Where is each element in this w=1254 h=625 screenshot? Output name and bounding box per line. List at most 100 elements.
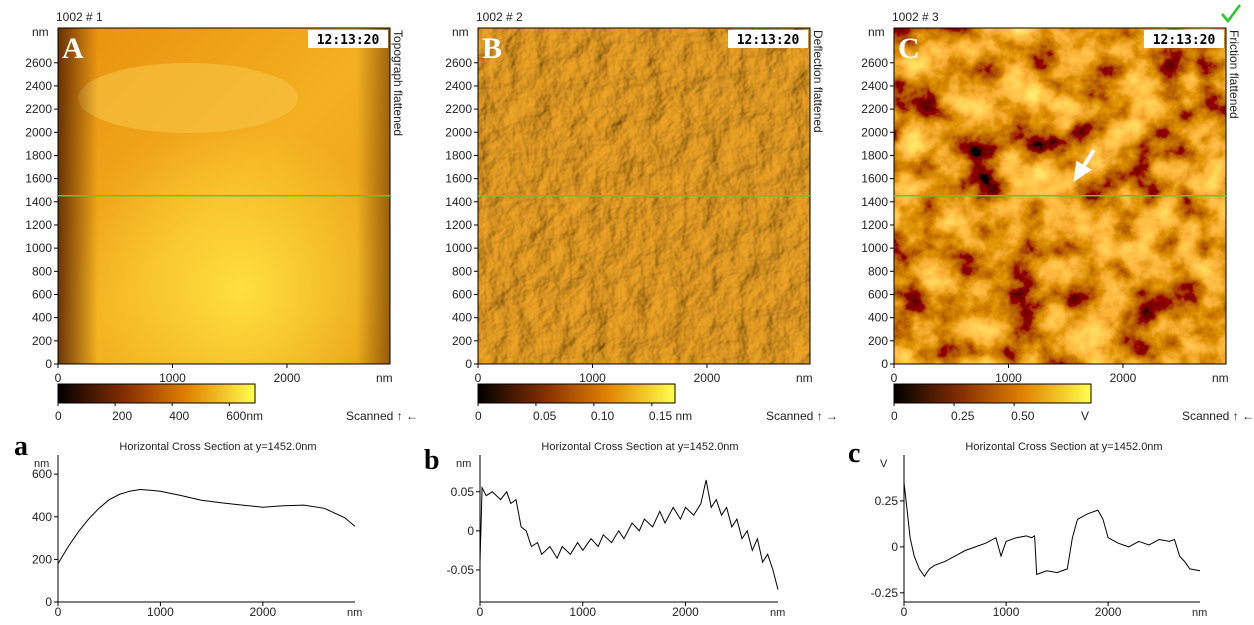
y-unit: nm	[34, 458, 49, 470]
colorbar-tick-label: 0.10	[591, 409, 615, 423]
x-tick-label: 1000	[147, 605, 174, 619]
channel-label: Topograph flattened	[391, 30, 405, 136]
y-tick-label: 2400	[445, 79, 472, 93]
chart-letter: c	[848, 438, 860, 469]
cross-section-line	[903, 482, 1201, 578]
cross-section-line	[57, 488, 356, 564]
y-tick-label: 1800	[861, 148, 888, 162]
colorbar-tick-label: 0	[475, 409, 482, 423]
colorbar-tick-label: 0.50	[1011, 409, 1035, 423]
y-tick-label: 2200	[861, 102, 888, 116]
y-tick-label: 0	[891, 540, 898, 554]
colorbar	[57, 383, 256, 404]
cross-section-line	[479, 479, 779, 590]
y-tick-label: 2000	[445, 125, 472, 139]
colorbar-tick-label: 400	[169, 409, 189, 423]
y-tick-label: 1200	[25, 218, 52, 232]
colorbar-tick-label: 0	[55, 409, 62, 423]
y-tick-label: 600	[32, 467, 52, 481]
x-tick-label: 1000	[995, 371, 1022, 385]
panel-letter: A	[62, 32, 84, 65]
colorbar-tick-label: 600nm	[226, 409, 263, 423]
y-tick-label: 1400	[445, 195, 472, 209]
y-unit: nm	[456, 458, 471, 470]
channel-label: Friction flattened	[1227, 30, 1241, 119]
colorbar-unit: V	[1081, 409, 1089, 423]
y-unit: nm	[452, 25, 469, 39]
y-tick-label: 0	[45, 595, 52, 609]
y-tick-label: 1600	[25, 172, 52, 186]
y-tick-label: -0.25	[871, 586, 899, 600]
timestamp: 12:13:20	[737, 33, 800, 48]
y-tick-label: 1200	[445, 218, 472, 232]
y-tick-label: 2400	[861, 79, 888, 93]
y-tick-label: 600	[868, 287, 888, 301]
y-tick-label: 1000	[25, 241, 52, 255]
y-tick-label: 1600	[445, 172, 472, 186]
x-tick-label: 2000	[694, 371, 721, 385]
scan-direction: Scanned ↑ ←	[1182, 409, 1254, 423]
y-tick-label: 200	[32, 334, 52, 348]
y-tick-label: 2200	[25, 102, 52, 116]
y-unit: nm	[868, 25, 885, 39]
y-tick-label: 0.05	[451, 485, 475, 499]
x-tick-label: 2000	[249, 605, 276, 619]
x-tick-label: 2000	[1110, 371, 1137, 385]
y-tick-label: 1600	[861, 172, 888, 186]
scan-direction: Scanned ↑ ←	[346, 409, 418, 423]
x-tick-label: 1000	[579, 371, 606, 385]
image-id: 1002 # 2	[476, 10, 523, 24]
y-tick-label: 2600	[445, 56, 472, 70]
y-tick-label: 800	[452, 264, 472, 278]
y-tick-label: 2600	[861, 56, 888, 70]
image-id: 1002 # 3	[892, 10, 939, 24]
y-tick-label: 400	[868, 311, 888, 325]
image-id: 1002 # 1	[56, 10, 103, 24]
y-tick-label: 1400	[25, 195, 52, 209]
y-tick-label: 400	[32, 510, 52, 524]
y-tick-label: 0	[881, 357, 888, 371]
x-unit: nm	[1212, 371, 1229, 385]
x-tick-label: 2000	[274, 371, 301, 385]
y-tick-label: 0.25	[875, 494, 899, 508]
x-tick-label: 0	[477, 605, 484, 619]
colorbar	[477, 383, 676, 404]
y-tick-label: 200	[32, 552, 52, 566]
chart-title: Horizontal Cross Section at y=1452.0nm	[119, 441, 316, 453]
timestamp-box	[728, 30, 808, 48]
colorbar-tick-label: 200	[112, 409, 132, 423]
colorbar-tick-label: 0.25	[951, 409, 975, 423]
timestamp-box	[1144, 30, 1224, 48]
panel-letter: C	[898, 32, 920, 65]
y-tick-label: 0	[45, 357, 52, 371]
y-tick-label: 1200	[861, 218, 888, 232]
y-tick-label: 1000	[445, 241, 472, 255]
x-tick-label: 1000	[159, 371, 186, 385]
y-tick-label: 200	[452, 334, 472, 348]
panel-letter: B	[482, 32, 502, 65]
timestamp: 12:13:20	[317, 33, 380, 48]
arrow	[1073, 148, 1096, 183]
y-unit: nm	[32, 25, 49, 39]
x-tick-label: 0	[55, 605, 62, 619]
x-tick-label: 0	[55, 371, 62, 385]
y-tick-label: 2400	[25, 79, 52, 93]
y-tick-label: 600	[452, 287, 472, 301]
colorbar-tick-label: 0.05	[533, 409, 557, 423]
scan-direction: Scanned ↑ →	[766, 409, 838, 423]
y-tick-label: 2600	[25, 56, 52, 70]
x-unit: nm	[376, 371, 393, 385]
channel-label: Deflection flattened	[811, 30, 825, 133]
x-unit: nm	[1192, 607, 1207, 619]
y-tick-label: 0	[465, 357, 472, 371]
colorbar-tick-label: 0	[891, 409, 898, 423]
chart-title: Horizontal Cross Section at y=1452.0nm	[965, 441, 1162, 453]
y-tick-label: 600	[32, 287, 52, 301]
x-unit: nm	[347, 607, 362, 619]
x-unit: nm	[770, 607, 785, 619]
x-unit: nm	[796, 371, 813, 385]
y-tick-label: 2000	[861, 125, 888, 139]
x-tick-label: 0	[475, 371, 482, 385]
y-tick-label: 1400	[861, 195, 888, 209]
